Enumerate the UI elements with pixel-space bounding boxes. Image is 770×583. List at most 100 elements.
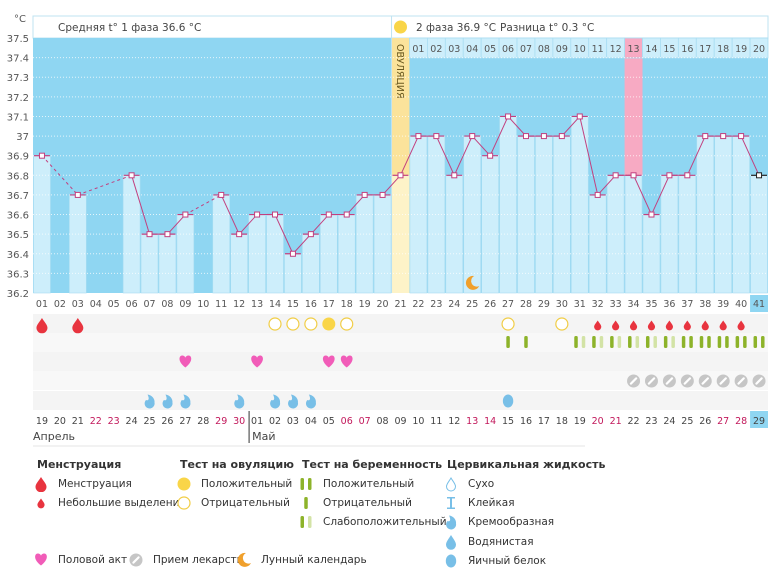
temperature-line-segment: [686, 135, 706, 176]
month-label: Апрель: [33, 430, 75, 443]
cycle-day-label: 10: [197, 299, 209, 310]
intercourse-icon: [35, 553, 47, 566]
pregnancy-test-weak-icon-shape: [592, 336, 596, 348]
pregnancy-test-positive-icon: [753, 336, 765, 348]
phase2-day-label: 09: [556, 44, 568, 55]
date-label: 24: [663, 416, 675, 427]
legend-label: Лунный календарь: [261, 554, 367, 566]
ovulation-test-negative-icon: [268, 317, 282, 331]
legend-item: Отрицательный: [298, 495, 412, 511]
heart-icon: [322, 355, 335, 368]
temperature-point: [487, 152, 494, 159]
medication-glyph-shape: [132, 556, 140, 564]
cervical-fluid-creamy-icon: [234, 394, 245, 409]
menstruation-drop-icon: [72, 318, 84, 334]
spotting-icon-shape: [737, 320, 745, 331]
sticky-glyph-shape: [447, 497, 455, 510]
cycle-day-label: 36: [663, 299, 675, 310]
date-label: 02: [269, 416, 281, 427]
legend-title-menstruation: Менструация: [37, 458, 122, 471]
date-label: 22: [628, 416, 640, 427]
spotting-icon: [683, 320, 691, 331]
pregnancy-test-weak-icon-shape: [663, 336, 668, 348]
ovulation-test-negative-icon: [340, 317, 354, 331]
cycle-day-label: 23: [430, 299, 442, 310]
legend-item: Небольшие выделения: [33, 495, 186, 511]
phase2-day-label: 17: [699, 44, 711, 55]
temperature-point: [558, 133, 565, 140]
phase2-day-label: 11: [592, 44, 604, 55]
weekend-date-label: 30: [233, 416, 245, 427]
cycle-day-label: 03: [72, 299, 84, 310]
current-temperature-point: [756, 172, 763, 179]
phase2-day-label: 19: [735, 44, 747, 55]
date-label: 29: [753, 416, 765, 427]
phase2-day-label: 03: [448, 44, 460, 55]
date-label: 24: [126, 416, 138, 427]
temperature-point: [397, 172, 404, 179]
date-label: 25: [681, 416, 693, 427]
spotting-icon: [647, 320, 656, 331]
cervical-fluid-creamy-icon: [180, 394, 191, 409]
intercourse-glyph: [35, 553, 47, 566]
phase2-day-label: 16: [681, 44, 693, 55]
legend-label: Отрицательный: [201, 497, 290, 510]
ovu-negative-glyph: [177, 496, 191, 510]
legend-item: Лунный календарь: [236, 552, 367, 568]
cycle-day-label: 01: [36, 299, 48, 310]
cycle-day-label: 37: [681, 299, 693, 310]
temperature-point: [648, 211, 655, 218]
spotting-icon: [612, 320, 620, 331]
spotting-icon-shape: [665, 320, 674, 331]
cycle-day-label: 19: [359, 299, 371, 310]
cycle-day-label: 25: [466, 299, 478, 310]
date-label: 11: [430, 416, 442, 427]
temperature-point: [307, 231, 314, 238]
y-tick-label: 37.3: [7, 73, 29, 84]
spotting-icon: [719, 320, 727, 331]
creamy-glyph-shape: [446, 515, 457, 530]
sticky-glyph: [447, 497, 455, 510]
cervical-fluid-creamy-icon: [162, 394, 173, 409]
cycle-day-label: 08: [161, 299, 173, 310]
weekend-date-label: 22: [90, 416, 102, 427]
date-label: 01: [251, 416, 263, 427]
ovulation-test-negative-icon: [501, 317, 515, 331]
temperature-point: [612, 172, 619, 179]
moon-icon: [237, 552, 251, 567]
cycle-day-label: 14: [269, 299, 281, 310]
ovulation-column-bar: [391, 175, 410, 293]
cervical-fluid-creamy-icon-shape: [234, 394, 245, 409]
cycle-day-label: 27: [502, 299, 514, 310]
pill-icon: [662, 374, 676, 388]
cervical-fluid-creamy-icon-shape: [288, 394, 299, 409]
cycle-day-label: 11: [215, 299, 227, 310]
pregnancy-test-weak-icon: [610, 336, 622, 348]
temperature-line-segment: [382, 174, 401, 196]
legend-label: Небольшие выделения: [58, 497, 186, 510]
pregnancy-test-positive-icon: [717, 336, 729, 348]
pill-icon: [752, 374, 766, 388]
temperature-points: [34, 113, 767, 257]
pregnancy-test-negative-icon: [524, 336, 528, 348]
pregnancy-test-positive-icon-shape: [743, 336, 747, 348]
temperature-line-segment: [131, 175, 151, 235]
date-label: 19: [36, 416, 48, 427]
temperature-point: [684, 172, 691, 179]
temperature-point: [379, 191, 386, 198]
spotting-icon: [629, 320, 638, 331]
weekend-date-label: 28: [735, 416, 747, 427]
pill-icon-shape: [629, 377, 638, 385]
menstruation-glyph-shape: [35, 477, 47, 492]
legend-item: Положительный: [176, 476, 292, 492]
pregnancy-test-weak-icon-shape: [628, 336, 632, 348]
pill-icon: [680, 374, 694, 388]
weekend-date-label: 29: [215, 416, 227, 427]
temperature-line-segment: [633, 175, 652, 215]
temperature-point: [236, 231, 243, 238]
weekend-date-label: 23: [108, 416, 120, 427]
pregnancy-test-weak-icon: [628, 336, 640, 348]
spotting-icon: [594, 320, 602, 331]
menstruation-drop-icon-shape: [36, 318, 48, 334]
